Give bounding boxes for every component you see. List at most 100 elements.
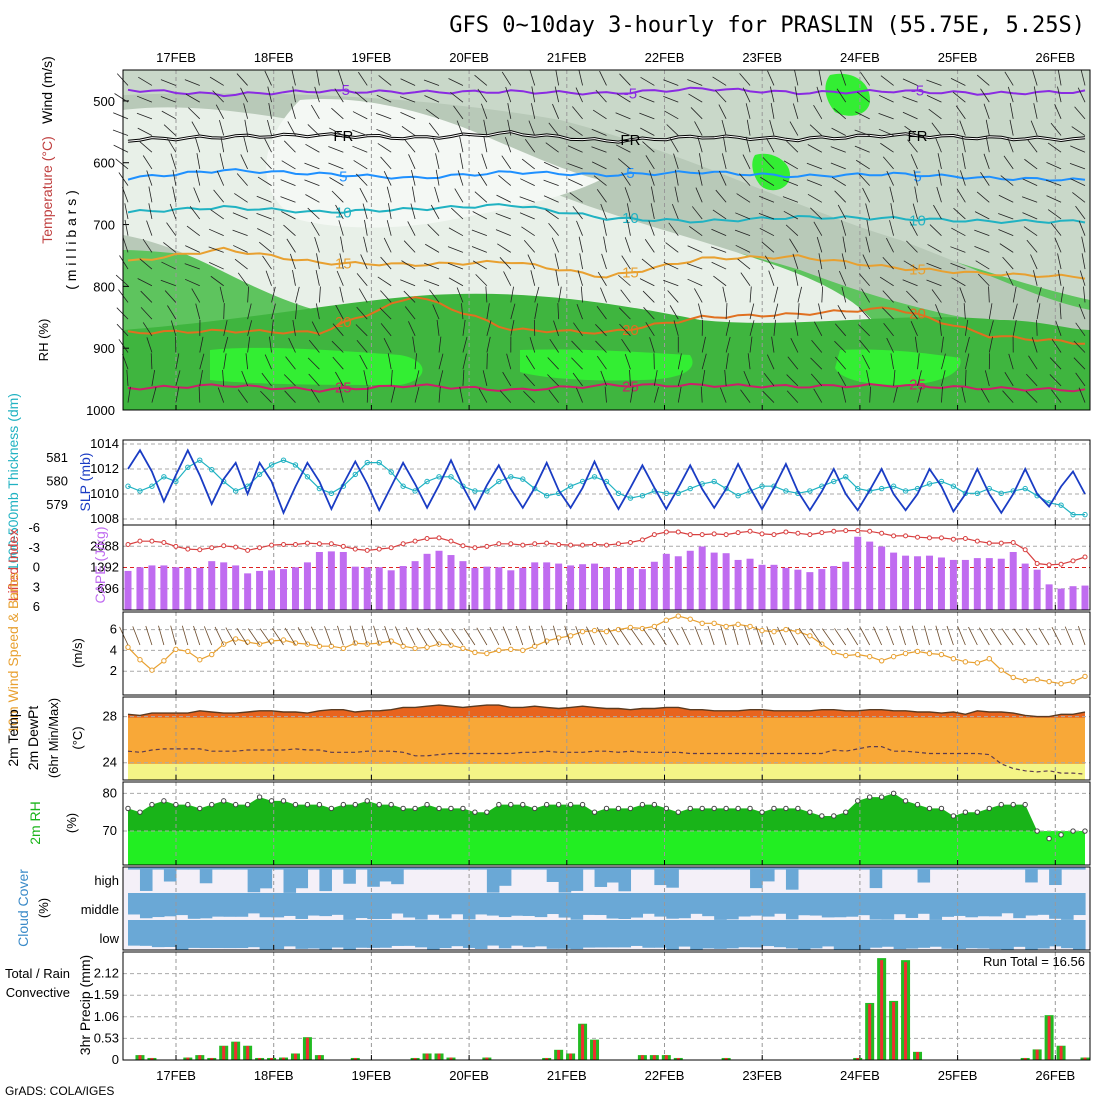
precip-frame [122,951,1091,1061]
precip-conv-bar [186,1057,190,1060]
wind-barb [191,121,201,136]
cloud-cell [606,893,620,919]
cloud-cell [714,893,727,920]
wind-barb [630,628,643,646]
wind-barb [742,87,751,103]
rh-tick-label: 80 [103,785,117,800]
wind-barb [257,176,272,186]
wind-speed-point [902,650,909,657]
wind-barb [456,120,464,136]
cloud-cell [259,867,273,889]
li-point [986,540,992,546]
wind-barb [755,625,763,646]
precip-total-legend: Total / Rain [5,966,70,981]
wind-barb [886,337,894,353]
wind-barb [310,221,320,236]
thickness-point [1058,502,1064,508]
wind-speed-point [460,645,466,651]
wind-barb [136,112,153,120]
wind-barb [450,91,464,103]
wind-barb [936,186,942,203]
wind-barb [811,339,823,353]
li-point [1070,558,1076,564]
cape-bar [1057,588,1065,610]
wind-barb [462,369,465,386]
wind-barb [376,128,392,136]
wind-barb [749,336,753,353]
wind-barb [767,70,775,86]
wind-barb [855,159,870,170]
top-date-label: 22FEB [645,50,685,65]
wind-barb [160,79,176,86]
wind-barb [768,270,775,286]
wind-barb [910,154,918,170]
cloud-cell [1073,920,1086,950]
wind-barb [837,204,847,220]
rh2m-axis-title: 2m RH [27,801,43,845]
wind-speed-point [771,628,777,635]
wind-barb [1051,389,1062,403]
li-point [149,538,155,544]
wind-barb [737,258,751,270]
wind-barb [331,340,344,353]
top-date-axis: 17FEB 18FEB 19FEB 20FEB 21FEB 22FEB 23FEB 24FEB… [156,50,1075,65]
cloud-cell [726,920,739,949]
wind-barb [172,186,177,203]
wind-speed-point [675,613,681,619]
wind-barb [383,171,392,186]
wind-barb [459,136,464,153]
wind-speed-point [424,644,430,650]
wind-barb [749,286,752,303]
wind-barb [558,286,562,303]
cloud-cell [654,893,667,917]
wind-barb [677,370,683,386]
wind-barb [998,229,1014,237]
wind-barb [234,258,248,270]
cloud-cell [785,867,799,890]
wind-barb [175,386,180,403]
cloud-cell [355,920,368,948]
thickness-point [520,476,526,482]
wind-barb [643,307,655,320]
wind-barb [289,253,296,270]
wind-barb [269,336,272,353]
wind-barb [758,195,775,203]
precip-conv-bar [856,1058,860,1060]
wind-barb [209,76,224,86]
wind-barb [1071,126,1086,136]
rh-point [185,801,191,808]
wind-barb [821,628,835,646]
wind-barb [241,370,248,387]
wind-barb [260,390,272,403]
wind-barb [818,253,823,270]
wind-barb [236,627,248,646]
wind-barb [1057,86,1062,103]
rh-point [603,805,610,812]
wind-barb [935,137,942,153]
wind-barb [145,625,153,646]
wind-barb [773,286,779,303]
wind-barb [379,307,392,320]
wind-barb [865,203,871,220]
cape-bar [1069,586,1077,610]
wind-barb [507,103,512,119]
wind-barb [412,336,416,353]
cloud-cell [247,920,261,948]
thickness-point [926,481,933,487]
isotherm-label: 5 [339,168,347,185]
cape-bar [375,567,383,610]
li-point [592,541,598,547]
cape-bar [136,567,144,610]
wind-barb [648,220,655,236]
wind-barb [214,626,225,646]
isotherm-label: FR [620,132,640,149]
cloud-frame [122,866,1091,951]
wind-barb [307,124,320,136]
wind-barb [769,86,775,103]
wind-barb [355,173,368,186]
cape-bar [818,569,826,610]
precip-conv-bar [1035,1049,1039,1060]
wind-barb [591,128,607,136]
rh-point [520,801,526,808]
wind-barb [809,124,823,136]
